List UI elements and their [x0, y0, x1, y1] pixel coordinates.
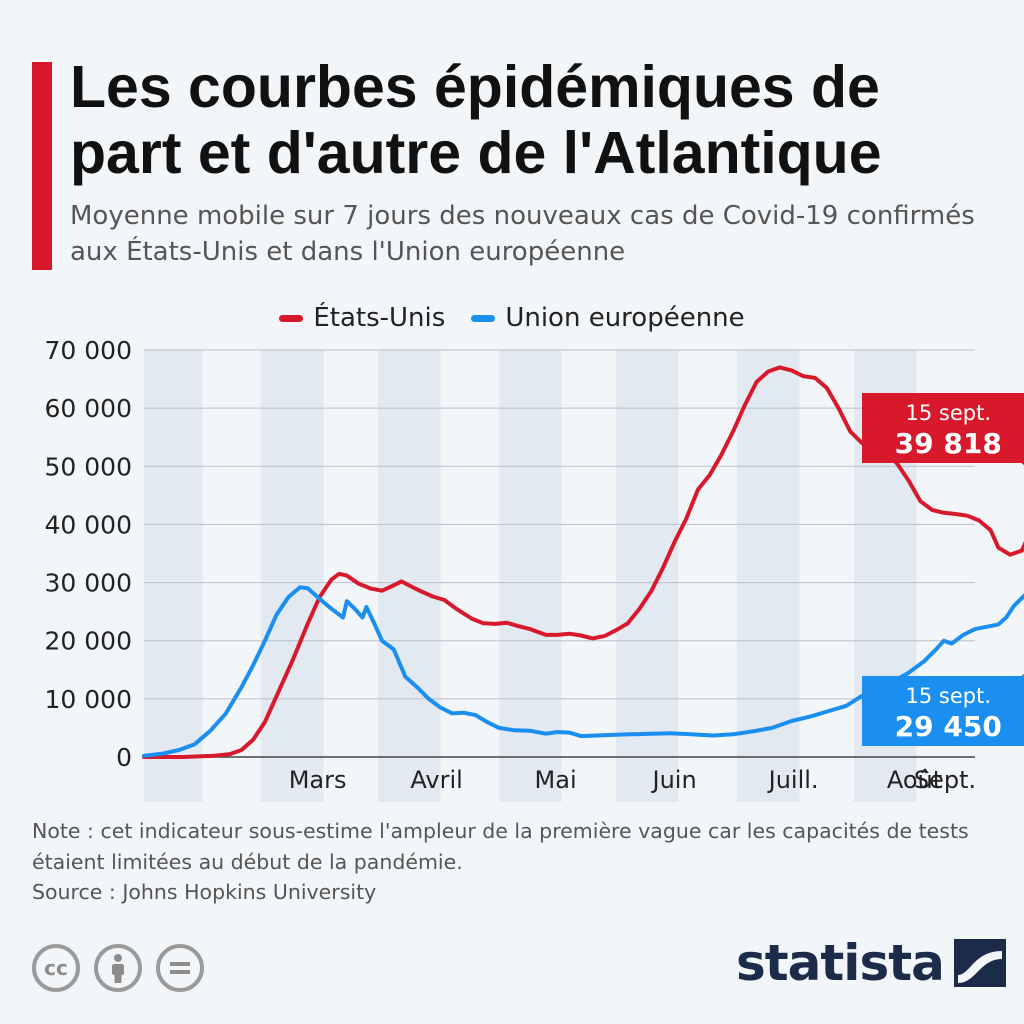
callout-box-eu	[862, 673, 1024, 746]
cc-icon: cc	[32, 944, 80, 992]
callout-box-us	[862, 393, 1024, 466]
x-tick-label: Sept.	[914, 766, 976, 794]
grid-lines	[144, 349, 975, 758]
series-line-eu	[142, 585, 1024, 758]
month-band-1	[261, 350, 324, 802]
y-axis-ticks: 0 10 000 20 000 30 000 40 000 50 000 60 000 70 …	[45, 336, 132, 772]
chart-legend: États-Unis Union européenne	[0, 298, 1024, 338]
cc-icon-label: cc	[44, 956, 68, 980]
x-tick-label: Juin	[651, 766, 697, 794]
series-lines	[142, 365, 1024, 759]
chart-subtitle: Moyenne mobile sur 7 jours des nouveaux …	[70, 201, 975, 267]
y-tick-label: 70 000	[45, 336, 132, 365]
legend-swatch-us	[279, 314, 304, 322]
callout-value: 39 818	[895, 427, 1002, 460]
chart-title: Les courbes épidémiques de part et d'aut…	[70, 54, 882, 186]
legend-swatch-eu	[471, 314, 496, 322]
y-tick-label: 40 000	[45, 510, 132, 539]
legend-label-us: États-Unis	[313, 303, 446, 333]
statista-brand: statista	[736, 928, 1006, 998]
chart-source: Source : Johns Hopkins University	[32, 880, 377, 904]
y-tick-label: 50 000	[45, 452, 132, 481]
month-band-3	[499, 350, 562, 802]
y-tick-label: 10 000	[45, 685, 132, 714]
month-band-4	[616, 350, 679, 802]
attribution-icon	[94, 944, 142, 992]
y-tick-label: 60 000	[45, 394, 132, 423]
no-derivatives-icon	[156, 944, 204, 992]
callout-date: 15 sept.	[906, 684, 992, 708]
month-band-0	[144, 350, 203, 802]
month-bands	[144, 350, 917, 802]
legend-item-us: États-Unis	[279, 303, 445, 333]
legend-item-eu: Union européenne	[471, 303, 745, 333]
brand-wordmark: statista	[736, 934, 945, 992]
series-line-us	[142, 365, 1024, 759]
license-icons: cc	[32, 944, 204, 992]
y-tick-label: 30 000	[45, 569, 132, 598]
legend-label-eu: Union européenne	[505, 303, 745, 333]
line-chart: 0 10 000 20 000 30 000 40 000 50 000 60 000 70 …	[45, 336, 1024, 802]
month-band-2	[378, 350, 441, 802]
statista-logo-icon	[953, 939, 1006, 987]
callout-value: 29 450	[895, 710, 1002, 743]
y-tick-label: 0	[116, 743, 132, 772]
x-tick-label: Mai	[535, 766, 577, 794]
x-tick-label: Août	[887, 766, 942, 794]
x-tick-label: Juill.	[767, 766, 819, 794]
title-accent-bar	[32, 62, 52, 270]
callout-date: 15 sept.	[906, 401, 992, 425]
chart-note: Note : cet indicateur sous-estime l'ampl…	[32, 819, 969, 874]
y-tick-label: 20 000	[45, 627, 132, 656]
x-tick-label: Avril	[410, 766, 462, 794]
x-tick-label: Mars	[289, 766, 347, 794]
